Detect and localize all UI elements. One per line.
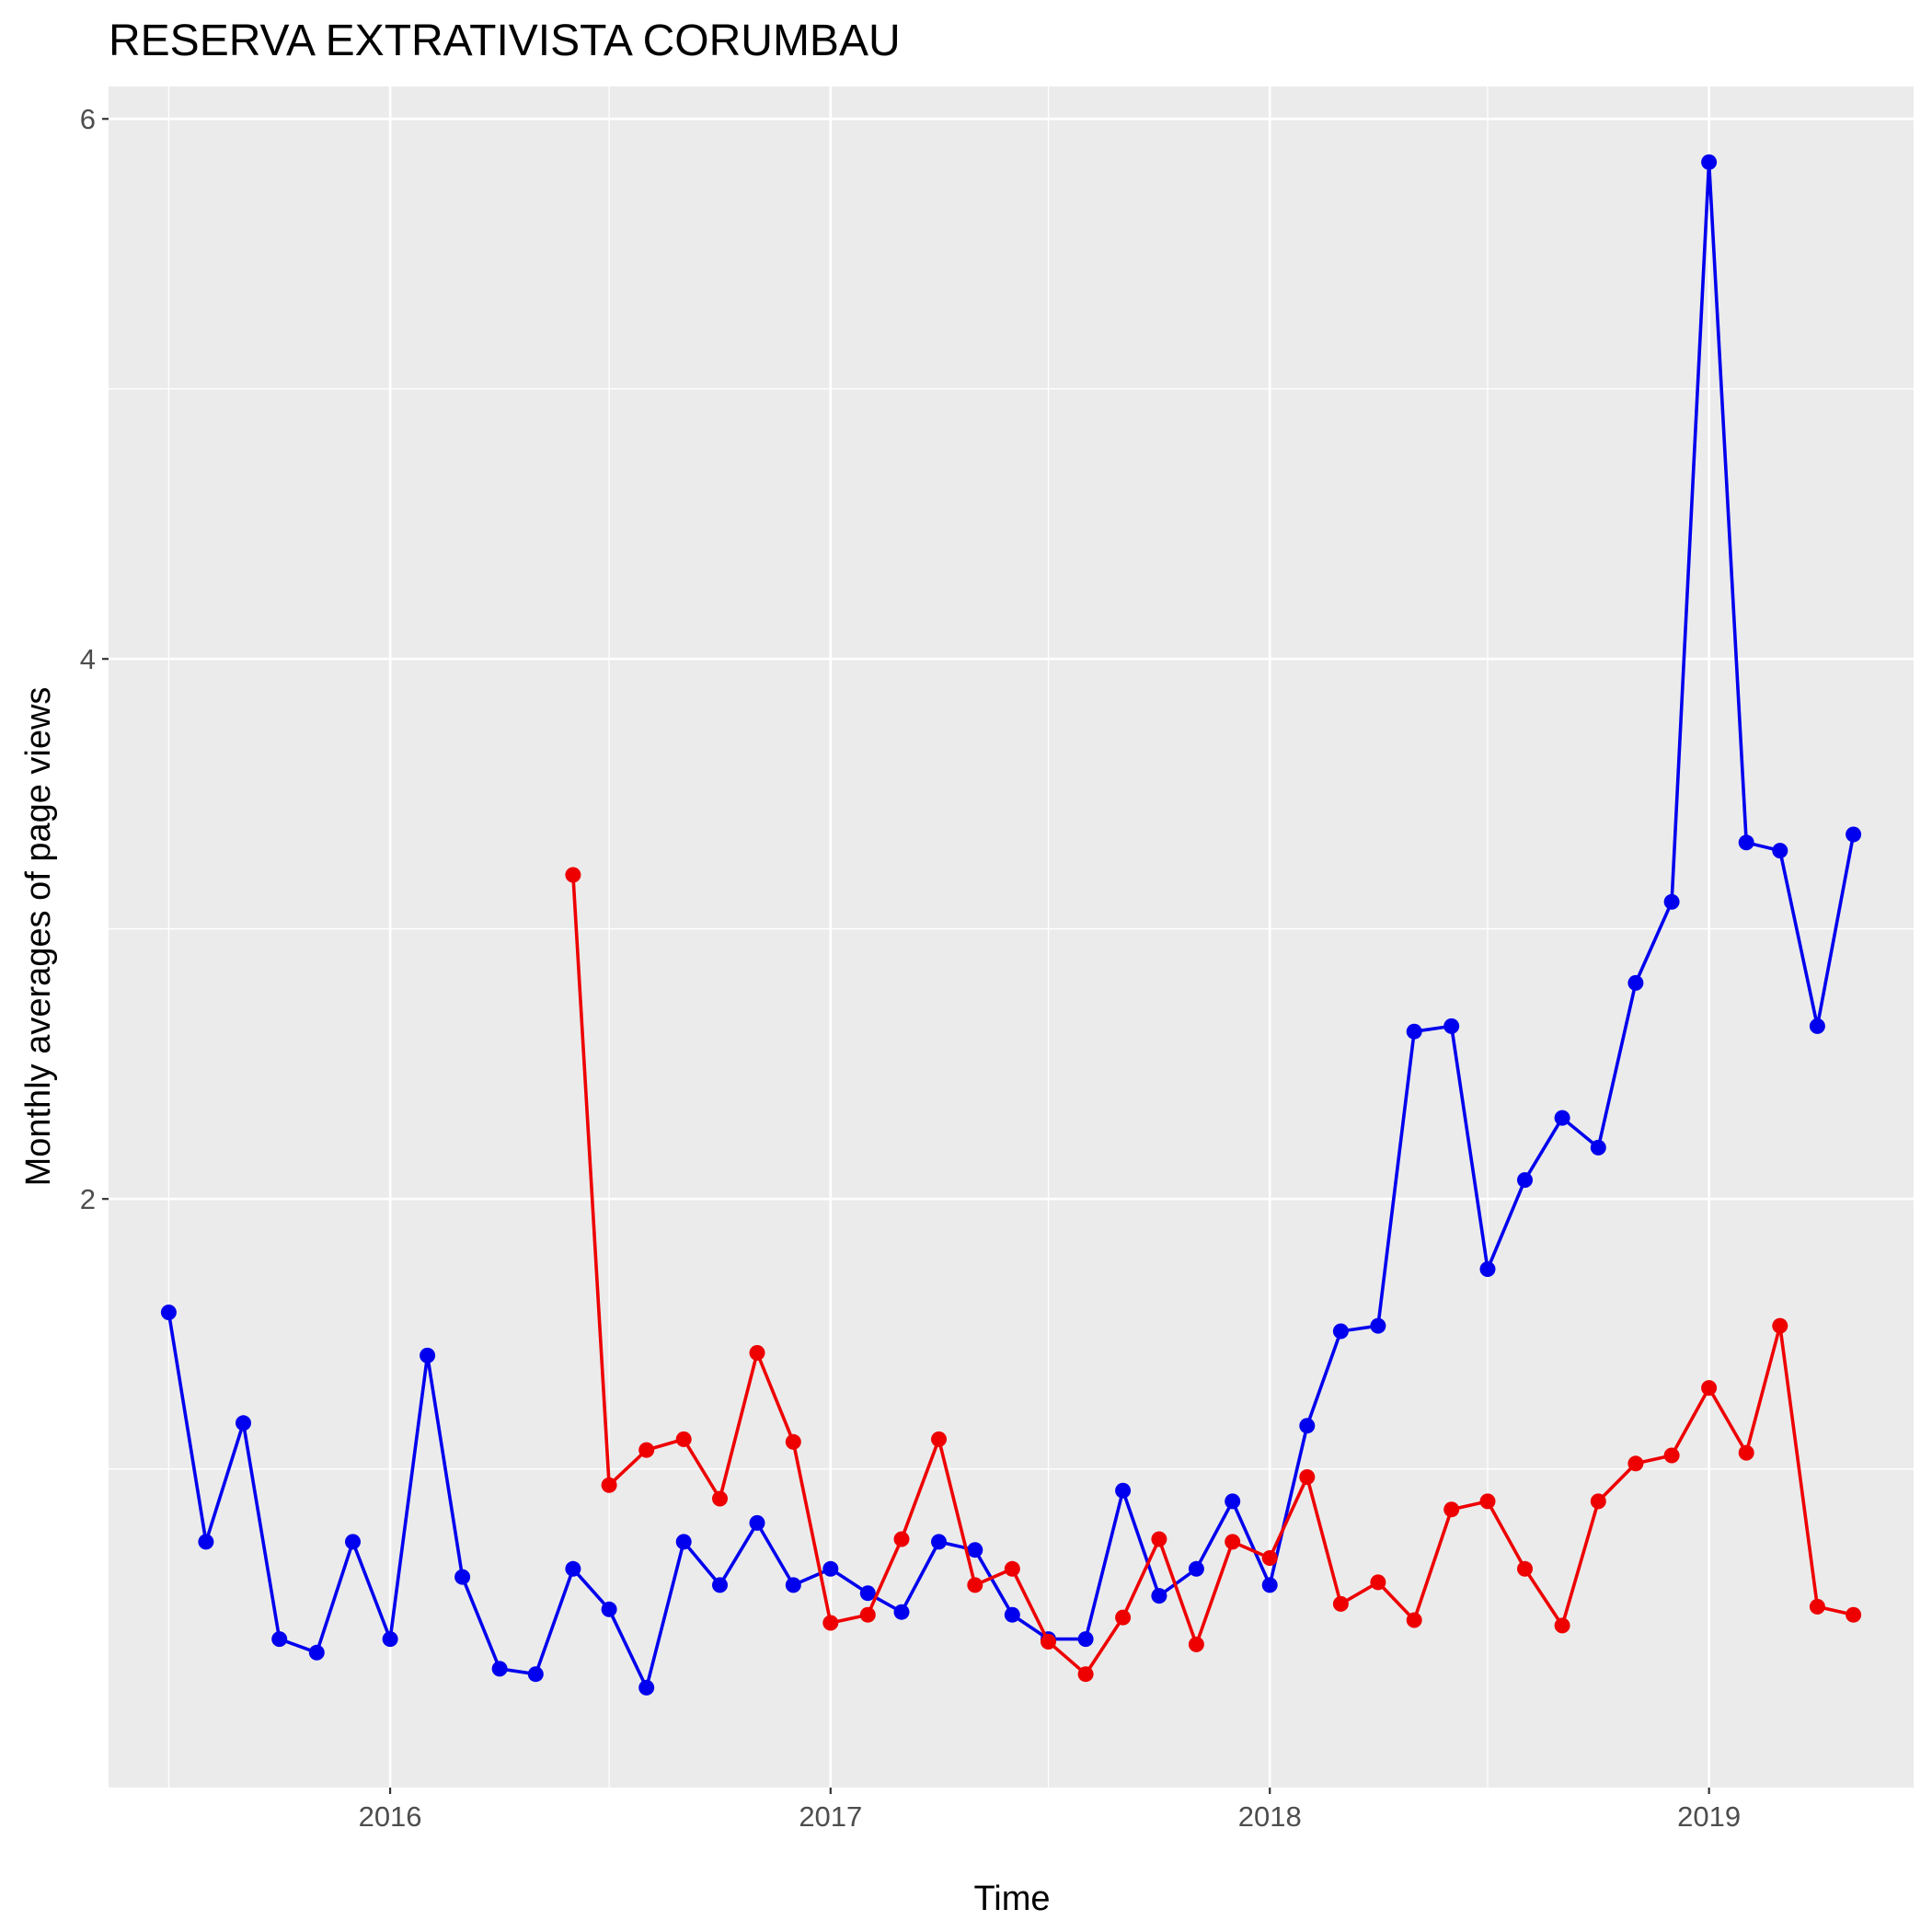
series-1-point (1443, 1018, 1460, 1034)
x-tick-label: 2016 (359, 1800, 422, 1833)
series-2-point (967, 1577, 983, 1593)
series-1-point (271, 1631, 288, 1648)
plot-panel (109, 86, 1914, 1788)
series-1-point (345, 1534, 361, 1550)
series-2-point (1299, 1469, 1316, 1485)
series-1-point (454, 1569, 471, 1585)
x-tick-label: 2019 (1677, 1800, 1741, 1833)
series-2-point (1225, 1534, 1241, 1550)
y-tick-label: 6 (80, 103, 96, 135)
series-2-point (822, 1615, 839, 1631)
series-2-point (1809, 1598, 1825, 1615)
series-1-point (601, 1601, 617, 1617)
x-tick-label: 2018 (1238, 1800, 1302, 1833)
series-1-point (308, 1644, 325, 1661)
series-2-point (712, 1490, 728, 1507)
series-1-point (859, 1585, 876, 1602)
series-1-point (198, 1534, 214, 1550)
series-1-point (967, 1542, 983, 1558)
series-2-point (675, 1431, 692, 1447)
series-2-point (1554, 1617, 1570, 1634)
y-axis-title: Monthly averages of page views (19, 687, 58, 1187)
series-1-point (1406, 1023, 1422, 1040)
series-2-point (565, 867, 581, 883)
series-1-point (1225, 1493, 1241, 1510)
series-2-point (1332, 1595, 1349, 1612)
y-tick-label: 2 (80, 1183, 96, 1215)
minor-gridlines (109, 86, 1914, 1788)
series-2-point (749, 1345, 765, 1361)
series-1-point (1188, 1560, 1204, 1577)
series-1-point (1151, 1588, 1167, 1604)
series-1-point (1517, 1172, 1533, 1189)
series-2-point (638, 1442, 655, 1458)
series-2-point (1041, 1634, 1056, 1650)
series-1-point (1846, 826, 1862, 843)
series-1-point (565, 1560, 581, 1577)
series-1-point (1299, 1418, 1316, 1434)
series-1-point (931, 1534, 947, 1550)
series-2-point (1663, 1447, 1680, 1464)
series-1-point (1261, 1577, 1278, 1593)
series-1-point (382, 1631, 398, 1648)
series-1-point (1590, 1139, 1606, 1156)
series-2-point (1004, 1560, 1020, 1577)
series-2-point (1627, 1455, 1644, 1472)
series-1-point (1554, 1110, 1570, 1126)
series-2-point (859, 1606, 876, 1623)
series-1-point (1332, 1323, 1349, 1340)
series-2-point (1738, 1444, 1754, 1461)
series-2-point (601, 1477, 617, 1493)
series-1-point (1115, 1482, 1132, 1499)
series-2-point (1479, 1493, 1496, 1510)
series-1-point (1004, 1606, 1020, 1623)
series-1-point (749, 1514, 765, 1531)
series-2-point (1406, 1612, 1422, 1628)
x-axis-title: Time (973, 1880, 1050, 1918)
series-1-point (822, 1560, 839, 1577)
series-2-point (1517, 1560, 1533, 1577)
series-1-point (1479, 1261, 1496, 1277)
series-1-point (491, 1661, 508, 1677)
series-1-point (527, 1666, 544, 1683)
series-2-point (893, 1531, 910, 1547)
series-1-point (1627, 974, 1644, 991)
series-1-point (675, 1534, 692, 1550)
series-2-point (1115, 1609, 1132, 1626)
series-2-point (1077, 1666, 1094, 1683)
series-2-point (1590, 1493, 1606, 1510)
series-1-point (712, 1577, 728, 1593)
major-gridlines (109, 86, 1914, 1788)
series-1-point (638, 1679, 655, 1696)
series-2-point (1188, 1636, 1204, 1652)
series-1-point (1738, 834, 1754, 851)
series-2-point (785, 1433, 801, 1450)
series-1-point (1772, 843, 1788, 859)
series-1-point (420, 1347, 436, 1363)
chart-title: RESERVA EXTRATIVISTA CORUMBAU (109, 17, 901, 65)
series-1-point (1663, 893, 1680, 910)
series-2-point (1772, 1317, 1788, 1334)
series-1-point (1077, 1631, 1094, 1648)
series-1-point (1809, 1018, 1825, 1034)
series-layer (160, 154, 1862, 1696)
series-1-point (160, 1305, 177, 1320)
series-2-point (1701, 1380, 1718, 1397)
series-2-point (1846, 1606, 1862, 1623)
series-2-point (1370, 1574, 1386, 1591)
series-2-point (931, 1431, 947, 1447)
y-tick-label: 4 (80, 643, 96, 675)
x-tick-label: 2017 (799, 1800, 862, 1833)
series-1-point (1370, 1317, 1386, 1334)
series-2-point (1443, 1501, 1460, 1518)
series-1-point (1701, 154, 1718, 170)
series-1-point (893, 1604, 910, 1620)
series-1-point (236, 1415, 251, 1432)
series-2-point (1261, 1550, 1278, 1566)
axes: 2 4 6 2016 2017 2018 2019 (80, 103, 1741, 1833)
series-1-point (785, 1577, 801, 1593)
series-2-point (1151, 1531, 1167, 1547)
